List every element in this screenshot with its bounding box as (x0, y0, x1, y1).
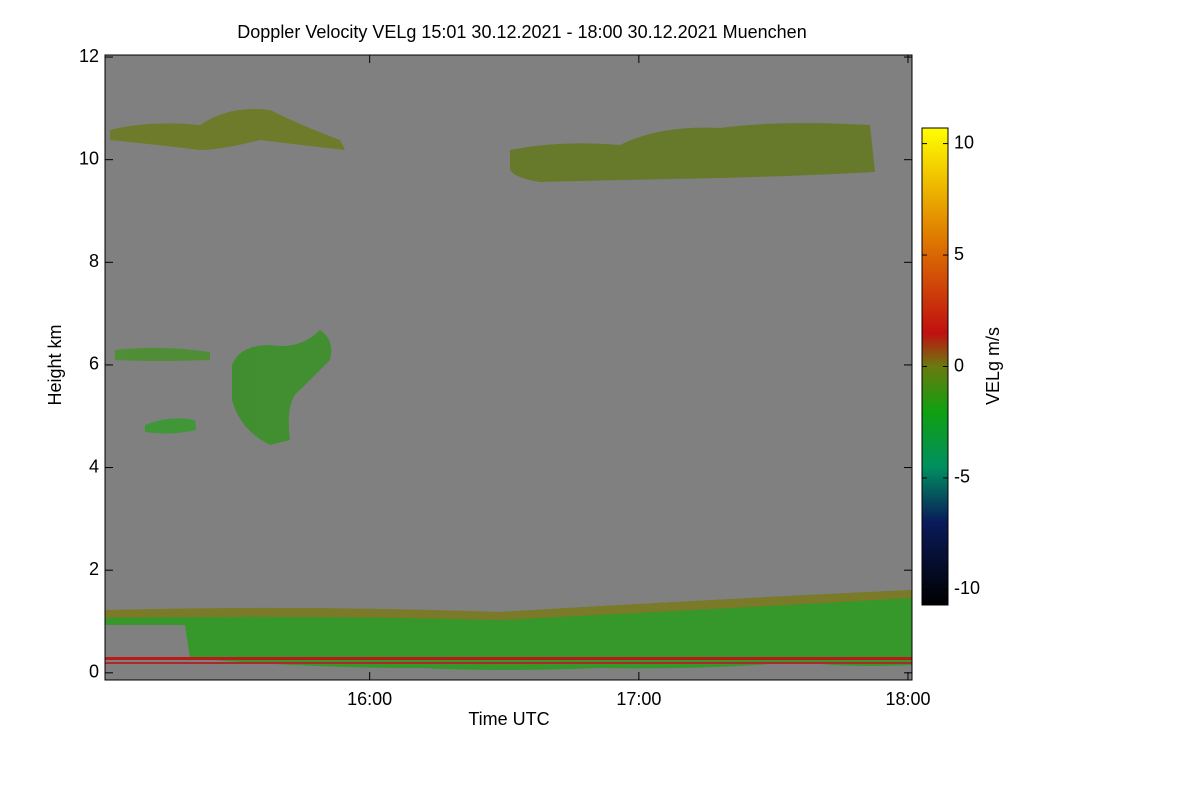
echo (110, 109, 345, 150)
plot-frame (104, 54, 913, 681)
colorbar-tick-label: 0 (954, 355, 964, 375)
y-tick-label: 0 (89, 662, 99, 682)
y-tick-label: 8 (89, 251, 99, 271)
echo (510, 123, 875, 182)
x-axis-label: Time UTC (468, 709, 549, 729)
colorbar-tick-label: -10 (954, 578, 980, 598)
y-tick-label: 4 (89, 456, 99, 476)
y-tick-label: 12 (79, 46, 99, 66)
x-tick-label: 18:00 (885, 689, 930, 709)
colorbar-tick-label: 10 (954, 132, 974, 152)
echo (232, 330, 332, 445)
y-axis-label: Height km (45, 324, 65, 405)
echo (105, 662, 912, 664)
echo (105, 657, 912, 660)
chart-title: Doppler Velocity VELg 15:01 30.12.2021 -… (237, 22, 806, 42)
y-tick-label: 6 (89, 354, 99, 374)
colorbar-label: VELg m/s (983, 327, 1003, 405)
y-tick-label: 10 (79, 148, 99, 168)
x-tick-label: 16:00 (347, 689, 392, 709)
colorbar-tick-label: -5 (954, 467, 970, 487)
echo (145, 418, 196, 434)
echo (105, 590, 912, 620)
echo (115, 347, 210, 361)
x-tick-label: 17:00 (616, 689, 661, 709)
y-tick-label: 2 (89, 559, 99, 579)
colorbar-tick-label: 5 (954, 244, 964, 264)
echoes (105, 109, 912, 670)
